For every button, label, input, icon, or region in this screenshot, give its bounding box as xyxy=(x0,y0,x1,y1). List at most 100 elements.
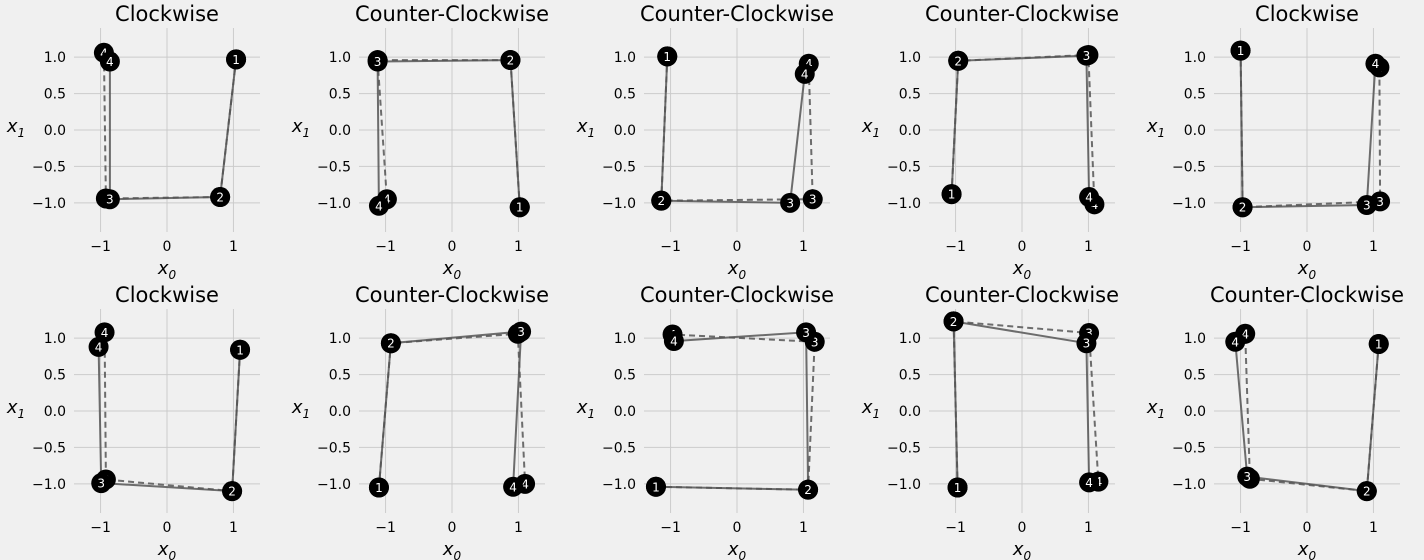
y-tick-label: 0.0 xyxy=(44,123,66,139)
x-tick-label: 1 xyxy=(1369,239,1378,255)
subplot-title: Counter-Clockwise xyxy=(355,2,549,26)
y-axis-label: x1 xyxy=(6,397,25,421)
point-label: 4 xyxy=(801,67,809,81)
point-label: 4 xyxy=(521,477,529,491)
x-tick-label: −1 xyxy=(1230,239,1251,255)
x-tick-label: 0 xyxy=(163,520,172,536)
x-axis-label: x0 xyxy=(1012,258,1032,282)
solid-series-point xyxy=(794,63,815,84)
solid-series-point xyxy=(1225,331,1246,352)
x-tick-label: −1 xyxy=(945,239,966,255)
y-tick-label: −0.5 xyxy=(317,440,351,456)
subplot-title: Clockwise xyxy=(115,2,219,26)
subplot-3: Counter-Clockwise −1 0 1 −1.0 −0.5 0.0 0.5 1.0 x0… xyxy=(576,2,834,282)
y-tick-label: −0.5 xyxy=(602,440,636,456)
solid-series-point xyxy=(1076,333,1097,354)
point-label: 3 xyxy=(1363,199,1371,213)
solid-series-point xyxy=(91,473,112,494)
x-axis-label: x0 xyxy=(727,258,747,282)
point-label: 3 xyxy=(1243,470,1251,484)
subplot-title: Counter-Clockwise xyxy=(925,283,1119,307)
y-tick-label: 1.0 xyxy=(899,50,921,66)
point-label: 2 xyxy=(228,485,236,499)
point-label: 4 xyxy=(805,57,813,71)
x-tick-label: 1 xyxy=(799,520,808,536)
y-tick-label: 0.5 xyxy=(899,368,921,384)
solid-series-point xyxy=(503,476,524,497)
y-tick-label: 0.0 xyxy=(899,123,921,139)
solid-series-point xyxy=(645,476,666,497)
x-tick-label: 0 xyxy=(448,520,457,536)
solid-series-point xyxy=(1232,197,1253,218)
point-label: 4 xyxy=(1372,57,1380,71)
subplot-title: Clockwise xyxy=(115,283,219,307)
subplot-4: Counter-Clockwise −1 0 1 −1.0 −0.5 0.0 0.5 1.0 x0… xyxy=(861,2,1119,282)
point-label: 2 xyxy=(1239,201,1247,215)
solid-series-point xyxy=(230,339,251,360)
x-tick-label: 1 xyxy=(514,239,523,255)
point-label: 1 xyxy=(516,201,524,215)
y-tick-label: 0.5 xyxy=(44,368,66,384)
y-tick-label: −1.0 xyxy=(602,196,636,212)
subplot-6: Clockwise−101−1.0−0.50.00.51.0x0x1123412… xyxy=(6,283,260,560)
subplot-title: Counter-Clockwise xyxy=(640,2,834,26)
solid-series-point xyxy=(1356,481,1377,502)
subplot-7: Counter-Clockwise −1 0 1 −1.0 −0.5 0.0 0.5 1.0 x0… xyxy=(291,283,549,560)
point-label: 4 xyxy=(101,326,109,340)
solid-series-point xyxy=(780,192,801,213)
point-label: 4 xyxy=(1085,191,1093,205)
x-axis-label: x0 xyxy=(157,258,177,282)
point-label: 1 xyxy=(1237,44,1245,58)
x-axis-label: x0 xyxy=(442,258,462,282)
point-label: 3 xyxy=(1083,337,1091,351)
subplot-1: Clockwise−101−1.0−0.50.00.51.0x0x1123412… xyxy=(6,2,260,282)
subplot-title: Counter-Clockwise xyxy=(1210,283,1404,307)
x-axis-label: x0 xyxy=(1297,539,1317,560)
point-label: 3 xyxy=(802,326,810,340)
dashed-series-line xyxy=(655,333,816,491)
solid-series-point xyxy=(210,187,231,208)
point-label: 2 xyxy=(387,337,395,351)
y-tick-label: −1.0 xyxy=(32,477,66,493)
y-tick-label: −1.0 xyxy=(602,477,636,493)
y-tick-label: −1.0 xyxy=(317,196,351,212)
solid-series-line xyxy=(1239,50,1377,209)
solid-series-point xyxy=(1076,45,1097,66)
x-axis-label: x0 xyxy=(1012,539,1032,560)
solid-series-point xyxy=(500,50,521,71)
y-tick-label: 0.0 xyxy=(614,404,636,420)
solid-series-point xyxy=(509,197,530,218)
point-label: 3 xyxy=(106,193,114,207)
x-tick-label: −1 xyxy=(375,520,396,536)
point-label: 4 xyxy=(1241,327,1249,341)
y-tick-label: 0.5 xyxy=(329,87,351,103)
y-tick-label: 1.0 xyxy=(614,50,636,66)
x-tick-label: −1 xyxy=(90,239,111,255)
dashed-series-line xyxy=(952,320,1100,488)
solid-series-point xyxy=(380,333,401,354)
solid-series-point xyxy=(1365,53,1386,74)
y-tick-label: 0.5 xyxy=(899,87,921,103)
solid-series-point xyxy=(1237,466,1258,487)
point-label: 2 xyxy=(657,194,665,208)
y-axis-label: x1 xyxy=(861,116,880,140)
y-tick-label: −1.0 xyxy=(1172,477,1206,493)
y-tick-label: 1.0 xyxy=(614,331,636,347)
subplot-title: Counter-Clockwise xyxy=(640,283,834,307)
x-tick-label: 0 xyxy=(1018,520,1027,536)
x-tick-label: −1 xyxy=(945,520,966,536)
x-tick-label: 0 xyxy=(163,239,172,255)
x-tick-label: 0 xyxy=(448,239,457,255)
solid-series-point xyxy=(1356,195,1377,216)
y-tick-label: 0.5 xyxy=(614,87,636,103)
point-label: 3 xyxy=(1376,195,1384,209)
y-axis-label: x1 xyxy=(291,397,310,421)
y-tick-label: 1.0 xyxy=(1184,331,1206,347)
solid-series-point xyxy=(796,322,817,343)
point-label: 2 xyxy=(507,54,515,68)
x-axis-label: x0 xyxy=(442,539,462,560)
y-axis-label: x1 xyxy=(1146,116,1165,140)
solid-series-point xyxy=(1079,472,1100,493)
y-tick-label: 1.0 xyxy=(44,331,66,347)
solid-series-point xyxy=(1079,187,1100,208)
